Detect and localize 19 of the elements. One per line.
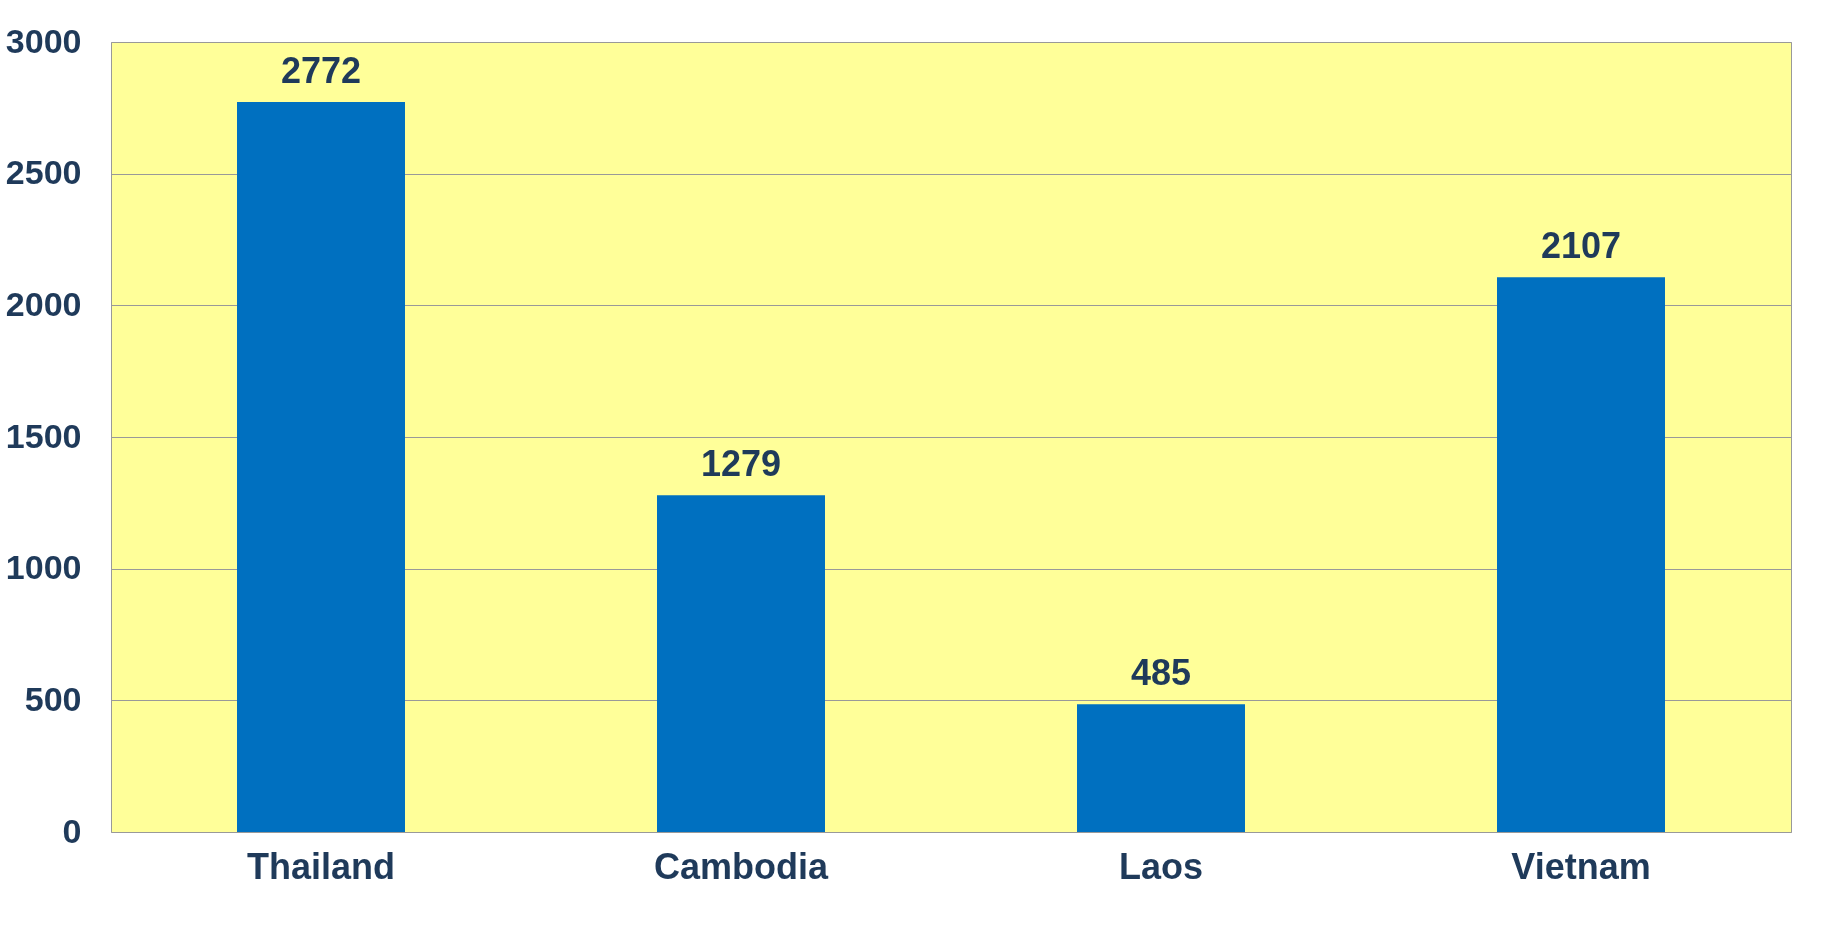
y-tick-label: 0	[62, 811, 82, 850]
x-tick-label: Cambodia	[653, 845, 829, 887]
y-tick-label: 500	[24, 679, 82, 718]
data-label: 2772	[280, 50, 362, 92]
bar	[1077, 704, 1245, 832]
data-label: 1279	[700, 443, 782, 485]
data-label: 2107	[1540, 225, 1622, 267]
data-label: 485	[1130, 652, 1192, 694]
bar	[1497, 277, 1665, 832]
x-tick-label: Vietnam	[1511, 845, 1651, 887]
bar	[237, 102, 405, 832]
x-tick-label: Laos	[1118, 845, 1204, 887]
bar	[657, 495, 825, 832]
y-tick-label: 3000	[5, 21, 82, 60]
y-tick-label: 1500	[5, 416, 82, 455]
y-tick-label: 1000	[5, 548, 82, 587]
y-tick-label: 2500	[5, 153, 82, 192]
y-tick-label: 2000	[5, 284, 82, 323]
x-tick-label: Thailand	[246, 845, 396, 887]
